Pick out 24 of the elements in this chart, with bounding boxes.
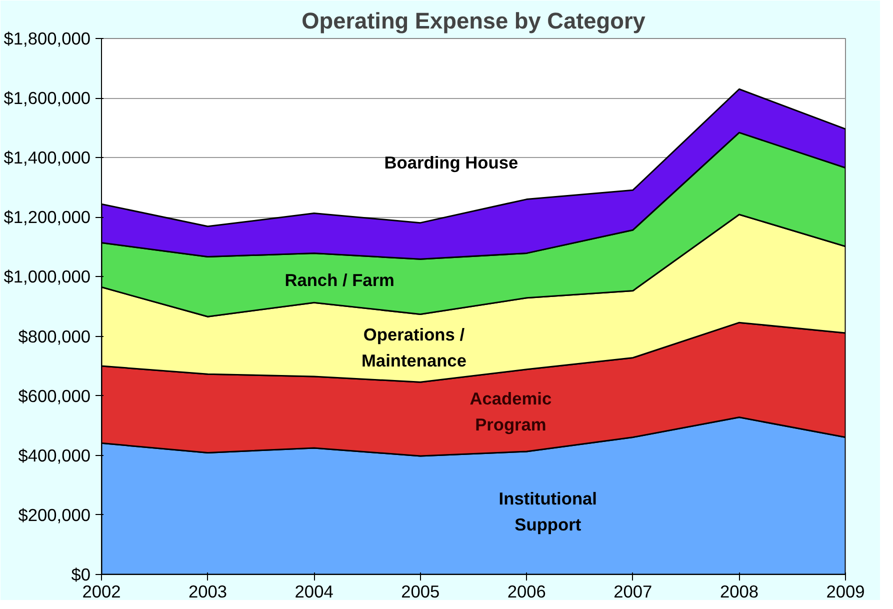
x-tick-label: 2009 bbox=[826, 582, 865, 602]
x-tick-label: 2007 bbox=[614, 582, 652, 602]
y-tick-label: $1,800,000 bbox=[4, 28, 91, 48]
series-label: Boarding House bbox=[384, 152, 518, 172]
chart-title: Operating Expense by Category bbox=[302, 8, 646, 34]
y-tick-label: $400,000 bbox=[18, 445, 91, 466]
x-tick-label: 2008 bbox=[720, 582, 759, 602]
x-tick-label: 2005 bbox=[401, 582, 440, 602]
series-label: Operations / Maintenance bbox=[362, 324, 467, 371]
x-tick-label: 2002 bbox=[82, 582, 121, 602]
y-tick-label: $1,600,000 bbox=[4, 88, 91, 108]
y-tick-label: $0 bbox=[71, 564, 91, 584]
y-tick-label: $200,000 bbox=[18, 504, 91, 525]
y-tick-label: $600,000 bbox=[18, 386, 91, 406]
x-tick-label: 2004 bbox=[294, 582, 334, 602]
x-tick-label: 2003 bbox=[188, 582, 228, 602]
y-tick-label: $1,200,000 bbox=[4, 207, 91, 228]
series-label: Ranch / Farm bbox=[284, 270, 394, 290]
series-label: Academic Program bbox=[470, 388, 552, 435]
series-label: Institutional Support bbox=[498, 488, 597, 535]
y-tick-label: $1,000,000 bbox=[4, 266, 91, 287]
y-tick-label: $800,000 bbox=[18, 326, 91, 346]
y-tick-label: $1,400,000 bbox=[4, 148, 91, 168]
x-tick-label: 2006 bbox=[507, 582, 546, 602]
